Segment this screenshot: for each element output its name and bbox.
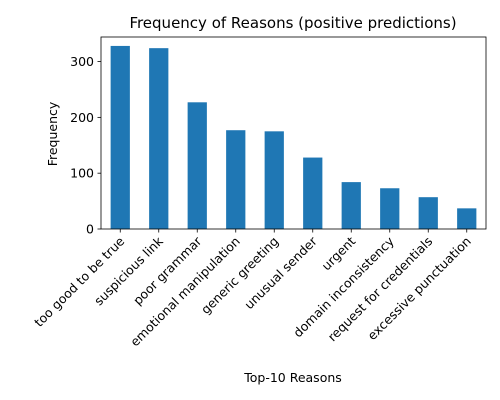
bar-7: [380, 188, 400, 229]
bar-5: [303, 157, 323, 229]
bar-3: [226, 130, 246, 229]
y-tick-label-0: 0: [86, 222, 94, 237]
bar-8: [418, 197, 438, 229]
axes-frame: [100, 36, 487, 230]
bar-6: [341, 182, 361, 229]
chart-title: Frequency of Reasons (positive predictio…: [129, 14, 456, 32]
y-tick-label-3: 300: [70, 54, 94, 69]
y-tick-label-1: 100: [70, 166, 94, 181]
bar-1: [149, 48, 169, 229]
bar-4: [264, 131, 284, 229]
y-tick-label-2: 200: [70, 110, 94, 125]
x-tick-label-2: poor grammar: [130, 233, 205, 308]
bar-9: [457, 208, 477, 229]
x-tick-label-5: unusual sender: [241, 233, 320, 312]
x-axis-label: Top-10 Reasons: [243, 370, 342, 385]
bar-0: [110, 45, 130, 229]
x-tick-label-1: suspicious link: [91, 233, 166, 308]
y-axis-label: Frequency: [45, 101, 60, 166]
bar-2: [187, 102, 207, 229]
